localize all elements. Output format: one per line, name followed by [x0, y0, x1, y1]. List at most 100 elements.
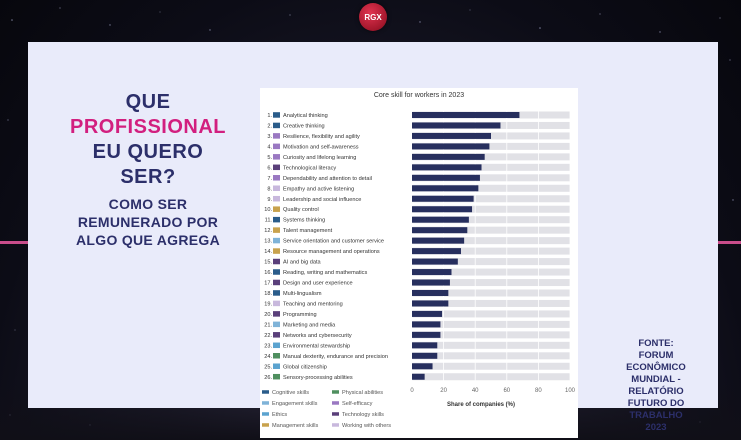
x-tick-label: 40 — [472, 388, 479, 394]
category-label: Systems thinking — [283, 218, 325, 224]
category-swatch — [273, 279, 280, 286]
category-swatch — [273, 269, 280, 275]
rank-label: 19. — [264, 301, 272, 307]
bar — [412, 279, 450, 286]
bar — [412, 289, 449, 296]
category-swatch — [273, 122, 280, 129]
category-swatch — [273, 311, 280, 317]
category-swatch — [273, 258, 280, 265]
bar — [412, 342, 438, 349]
bar — [412, 195, 474, 202]
bar-track — [412, 279, 570, 287]
category-label: Curiosity and lifelong learning — [283, 155, 356, 161]
legend-label: Management skills — [272, 423, 319, 429]
bar-track — [412, 331, 570, 339]
bar-track — [412, 184, 570, 192]
rank-label: 9. — [267, 197, 272, 203]
category-label: Programming — [283, 312, 317, 318]
category-label: Dependability and attention to detail — [283, 176, 372, 182]
bar-track — [412, 310, 570, 318]
category-swatch — [273, 363, 280, 369]
headline: QUE PROFISSIONAL EU QUERO SER? COMO SER … — [58, 90, 238, 249]
category-label: Reading, writing and mathematics — [283, 270, 367, 276]
legend-label: Engagement skills — [272, 401, 318, 407]
category-swatch — [273, 143, 280, 150]
bar — [412, 185, 479, 192]
x-tick-label: 0 — [410, 388, 414, 394]
legend-label: Working with others — [342, 423, 391, 429]
rank-label: 23. — [264, 343, 272, 349]
headline-line-4: SER? — [120, 166, 176, 188]
legend-swatch — [262, 412, 269, 416]
category-swatch — [273, 216, 280, 223]
rank-label: 5. — [267, 155, 272, 161]
bar-track — [412, 352, 570, 360]
source-line: FONTE: — [638, 338, 674, 349]
source-note: FONTE: FORUM ECONÔMICO MUNDIAL - RELATÓR… — [612, 338, 700, 434]
category-swatch — [273, 353, 280, 359]
bar-track — [412, 153, 570, 161]
rank-label: 11. — [265, 218, 273, 224]
bar-track — [412, 247, 570, 255]
category-label: Quality control — [283, 207, 319, 213]
legend-swatch — [262, 390, 269, 394]
bar-track — [412, 289, 570, 297]
legend-label: Technology skills — [342, 412, 384, 418]
bar — [412, 248, 461, 255]
x-tick-label: 80 — [535, 388, 542, 394]
source-line: MUNDIAL - — [631, 374, 681, 385]
bar — [412, 331, 441, 338]
rank-label: 21. — [264, 322, 272, 328]
category-label: Networks and cybersecurity — [283, 333, 352, 339]
bar — [412, 153, 485, 160]
category-label: Empathy and active listening — [283, 186, 354, 192]
subheadline-line-2: REMUNERADO POR — [77, 214, 219, 230]
headline-line-2: PROFISSIONAL — [69, 116, 226, 138]
legend-swatch — [332, 401, 339, 405]
x-tick-label: 100 — [565, 388, 576, 394]
legend-swatch — [262, 423, 269, 427]
source-line: FORUM — [638, 350, 674, 361]
bar — [412, 174, 480, 181]
bar — [412, 112, 520, 118]
source-line: TRABALHO — [629, 410, 683, 421]
category-label: Leadership and social influence — [283, 197, 361, 203]
category-label: Design and user experience — [283, 281, 353, 287]
bar-track — [412, 142, 570, 150]
category-label: Manual dexterity, endurance and precisio… — [283, 354, 388, 360]
category-label: Service orientation and customer service — [283, 239, 384, 245]
bar-track — [412, 163, 570, 171]
bar-track — [412, 195, 570, 203]
category-swatch — [273, 206, 280, 212]
x-tick-label: 20 — [440, 388, 447, 394]
category-swatch — [273, 133, 280, 139]
bar — [412, 321, 441, 328]
category-label: Creative thinking — [283, 123, 325, 129]
category-swatch — [273, 332, 280, 338]
category-swatch — [273, 112, 280, 118]
headline-line-3: EU QUERO — [92, 141, 204, 163]
rank-label: 2. — [267, 123, 272, 129]
category-swatch — [273, 227, 280, 233]
rgx-logo: RGX — [359, 3, 387, 31]
source-line: RELATÓRIO — [628, 386, 684, 397]
rank-label: 14. — [264, 249, 272, 255]
bar-track — [412, 373, 570, 381]
rank-label: 1. — [267, 113, 272, 119]
rank-label: 16. — [264, 270, 272, 276]
bar-track — [412, 258, 570, 266]
subheadline: COMO SER REMUNERADO POR ALGO QUE AGREGA — [58, 195, 238, 249]
rank-label: 7. — [267, 176, 272, 182]
category-label: Technological literacy — [283, 165, 336, 171]
skills-bar-chart: Core skill for workers in 2023 1. Analytic… — [262, 92, 576, 429]
bar-track — [412, 226, 570, 234]
category-label: Marketing and media — [283, 322, 336, 328]
bar-track — [412, 299, 570, 307]
category-swatch — [273, 373, 280, 380]
rank-label: 13. — [264, 239, 272, 245]
bar — [412, 227, 468, 234]
bar-track — [412, 174, 570, 182]
bar — [412, 164, 482, 171]
bar — [412, 373, 425, 380]
bar — [412, 122, 501, 129]
